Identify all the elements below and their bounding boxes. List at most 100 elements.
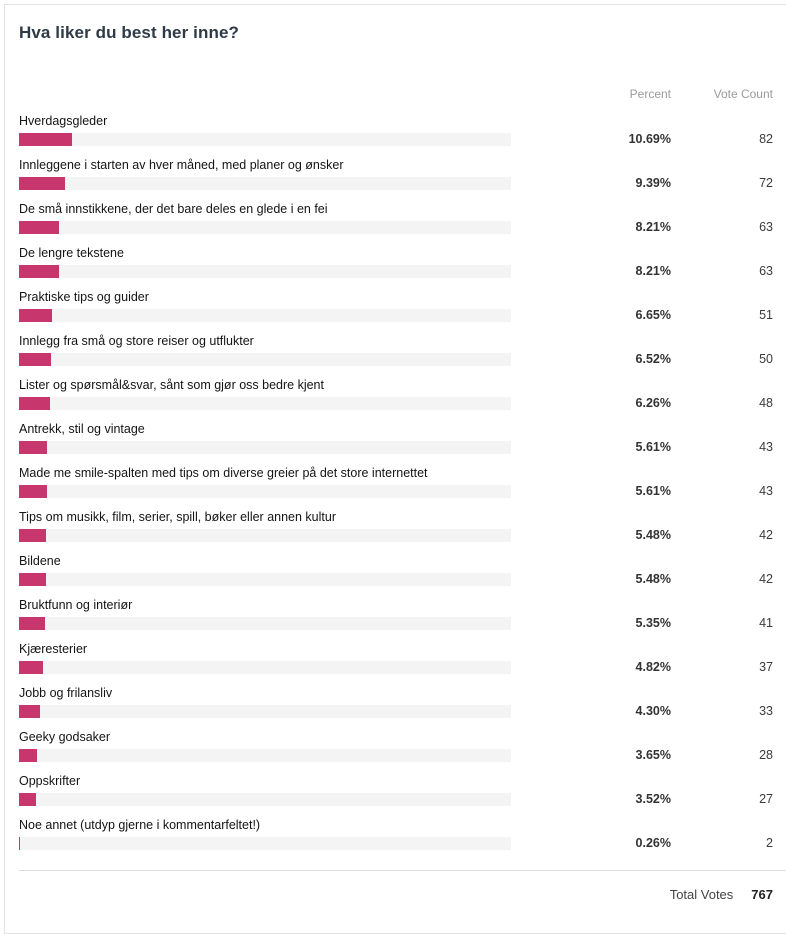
poll-option-vote-count: 63: [759, 264, 773, 278]
poll-option-vote-count: 37: [759, 660, 773, 674]
poll-option-bar-fill: [19, 132, 72, 146]
poll-option-vote-count: 43: [759, 440, 773, 454]
poll-title: Hva liker du best her inne?: [19, 23, 239, 42]
poll-option-row: Bruktfunn og interiør 5.35% 41: [19, 594, 786, 638]
poll-option-percent: 6.52%: [635, 352, 671, 366]
poll-option-row: Lister og spørsmål&svar, sånt som gjør o…: [19, 374, 786, 418]
poll-option-bar-fill: [19, 440, 47, 454]
poll-option-vote-count: 41: [759, 616, 773, 630]
poll-option-row: Oppskrifter 3.52% 27: [19, 770, 786, 814]
poll-option-percent: 8.21%: [635, 220, 671, 234]
poll-option-percent: 5.48%: [635, 528, 671, 542]
poll-option-bar-track: [19, 660, 511, 674]
footer-divider: [19, 870, 786, 871]
poll-option-bar-fill: [19, 616, 46, 630]
poll-option-vote-count: 42: [759, 528, 773, 542]
poll-option-percent: 5.48%: [635, 572, 671, 586]
poll-option-vote-count: 27: [759, 792, 773, 806]
poll-option-row: Antrekk, stil og vintage 5.61% 43: [19, 418, 786, 462]
poll-option-bar-track: [19, 264, 511, 278]
column-header-vote-count: Vote Count: [713, 87, 773, 101]
poll-option-row: Tips om musikk, film, serier, spill, bøk…: [19, 506, 786, 550]
poll-option-label: De lengre tekstene: [19, 246, 124, 260]
poll-option-row: Geeky godsaker 3.65% 28: [19, 726, 786, 770]
poll-option-row: Innlegg fra små og store reiser og utflu…: [19, 330, 786, 374]
poll-option-bar-fill: [19, 660, 43, 674]
poll-option-bar-track: [19, 484, 511, 498]
poll-option-label: Noe annet (utdyp gjerne i kommentarfelte…: [19, 818, 261, 832]
poll-option-vote-count: 33: [759, 704, 773, 718]
poll-option-bar-track: [19, 440, 511, 454]
poll-option-bar-track: [19, 704, 511, 718]
poll-option-label: Innleggene i starten av hver måned, med …: [19, 158, 344, 172]
poll-option-label: Hverdagsgleder: [19, 114, 108, 128]
poll-option-label: Oppskrifter: [19, 774, 81, 788]
poll-option-percent: 5.61%: [635, 484, 671, 498]
poll-option-percent: 10.69%: [628, 132, 671, 146]
poll-option-bar-fill: [19, 352, 52, 366]
poll-option-bar-track: [19, 616, 511, 630]
poll-option-percent: 3.65%: [635, 748, 671, 762]
poll-option-vote-count: 51: [759, 308, 773, 322]
poll-option-vote-count: 63: [759, 220, 773, 234]
column-headers: Percent Vote Count: [19, 86, 786, 102]
poll-option-bar-track: [19, 836, 511, 850]
poll-option-bar-fill: [19, 264, 60, 278]
poll-option-percent: 4.30%: [635, 704, 671, 718]
poll-option-vote-count: 28: [759, 748, 773, 762]
poll-option-vote-count: 50: [759, 352, 773, 366]
poll-option-bar-track: [19, 308, 511, 322]
poll-option-row: Noe annet (utdyp gjerne i kommentarfelte…: [19, 814, 786, 858]
poll-option-bar-track: [19, 572, 511, 586]
poll-option-percent: 0.26%: [635, 836, 671, 850]
poll-option-label: Praktiske tips og guider: [19, 290, 149, 304]
poll-option-bar-track: [19, 132, 511, 146]
poll-option-row: Innleggene i starten av hver måned, med …: [19, 154, 786, 198]
poll-option-percent: 5.61%: [635, 440, 671, 454]
poll-option-row: Jobb og frilansliv 4.30% 33: [19, 682, 786, 726]
poll-option-bar-fill: [19, 572, 46, 586]
poll-option-vote-count: 82: [759, 132, 773, 146]
poll-option-vote-count: 2: [766, 836, 773, 850]
poll-option-bar-fill: [19, 396, 50, 410]
poll-option-row: Bildene 5.48% 42: [19, 550, 786, 594]
poll-option-bar-track: [19, 792, 511, 806]
poll-option-percent: 5.35%: [635, 616, 671, 630]
poll-option-bar-track: [19, 748, 511, 762]
poll-option-bar-track: [19, 352, 511, 366]
poll-option-label: Bruktfunn og interiør: [19, 598, 133, 612]
poll-option-label: De små innstikkene, der det bare deles e…: [19, 202, 328, 216]
poll-option-vote-count: 48: [759, 396, 773, 410]
poll-option-bar-fill: [19, 484, 47, 498]
poll-option-label: Made me smile-spalten med tips om divers…: [19, 466, 428, 480]
total-votes-label: Total Votes: [669, 887, 734, 902]
poll-option-bar-fill: [19, 176, 66, 190]
poll-option-bar-fill: [19, 528, 46, 542]
poll-option-vote-count: 43: [759, 484, 773, 498]
poll-option-label: Antrekk, stil og vintage: [19, 422, 145, 436]
poll-option-percent: 6.65%: [635, 308, 671, 322]
poll-option-bar-fill: [19, 220, 60, 234]
total-votes-row: Total Votes 767: [19, 887, 773, 902]
poll-option-row: Hverdagsgleder 10.69% 82: [19, 110, 786, 154]
poll-option-bar-fill: [19, 704, 41, 718]
poll-option-percent: 4.82%: [635, 660, 671, 674]
poll-option-percent: 6.26%: [635, 396, 671, 410]
poll-option-label: Jobb og frilansliv: [19, 686, 113, 700]
poll-results-card: Hva liker du best her inne? Percent Vote…: [4, 4, 786, 934]
poll-rows: Hverdagsgleder 10.69% 82 Innleggene i st…: [19, 110, 786, 858]
poll-option-label: Bildene: [19, 554, 61, 568]
poll-option-row: Praktiske tips og guider 6.65% 51: [19, 286, 786, 330]
poll-option-row: Kjæresterier 4.82% 37: [19, 638, 786, 682]
poll-option-label: Lister og spørsmål&svar, sånt som gjør o…: [19, 378, 324, 392]
poll-option-bar-fill: [19, 836, 21, 850]
poll-option-label: Kjæresterier: [19, 642, 88, 656]
poll-option-bar-fill: [19, 792, 37, 806]
poll-option-vote-count: 42: [759, 572, 773, 586]
poll-option-row: Made me smile-spalten med tips om divers…: [19, 462, 786, 506]
poll-option-bar-fill: [19, 308, 52, 322]
poll-option-label: Innlegg fra små og store reiser og utflu…: [19, 334, 254, 348]
poll-option-bar-fill: [19, 748, 37, 762]
poll-option-row: De lengre tekstene 8.21% 63: [19, 242, 786, 286]
poll-option-label: Geeky godsaker: [19, 730, 111, 744]
